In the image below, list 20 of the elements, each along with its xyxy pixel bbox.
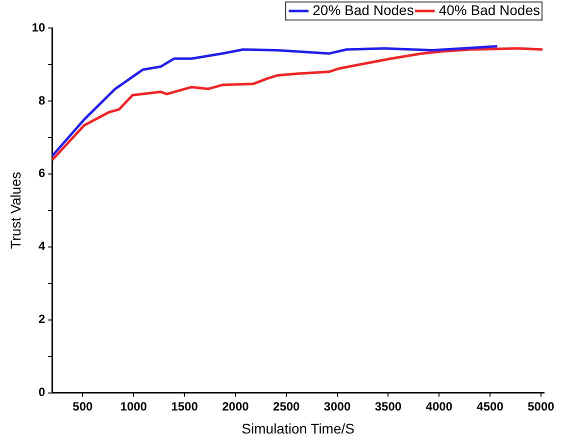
x-tick-label: 2000 [222, 399, 250, 414]
y-tick-label: 2 [38, 312, 46, 326]
y-tick-label: 10 [32, 20, 46, 34]
x-tick-label: 500 [72, 399, 94, 414]
x-tick-label: 3500 [374, 399, 402, 414]
x-tick-label: 1000 [120, 399, 148, 414]
x-tick-label: 3000 [324, 399, 351, 414]
x-tick-label: 4000 [426, 399, 453, 414]
x-tick-label: 4500 [476, 399, 504, 414]
y-tick-label: 6 [38, 166, 46, 180]
x-tick-label: 5000 [528, 399, 555, 414]
y-tick-label: 4 [38, 239, 46, 254]
legend-label: 40% Bad Nodes [438, 2, 540, 18]
x-tick-label: 1500 [171, 399, 198, 414]
y-axis-title: Trust Values [7, 172, 24, 249]
y-tick-label: 8 [38, 93, 46, 108]
y-tick-label: 0 [38, 385, 46, 400]
x-tick-label: 2500 [273, 399, 300, 414]
x-axis-title: Simulation Time/S [242, 420, 354, 436]
legend-label: 20% Bad Nodes [312, 2, 414, 18]
